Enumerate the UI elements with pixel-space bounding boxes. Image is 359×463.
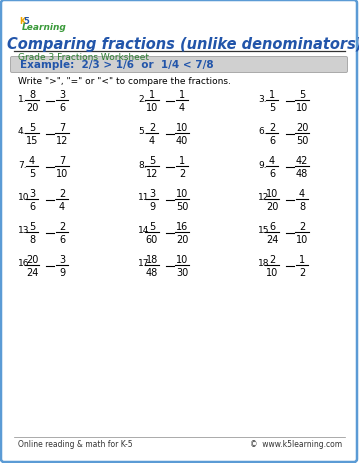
Text: 20: 20 (176, 234, 188, 244)
Text: 17.: 17. (138, 259, 152, 268)
Text: 14.: 14. (138, 226, 152, 235)
Text: 10: 10 (56, 169, 68, 179)
Text: 4.: 4. (18, 127, 27, 136)
Text: 6.: 6. (258, 127, 267, 136)
Text: 15: 15 (26, 136, 38, 146)
Text: 7.: 7. (18, 160, 27, 169)
Text: 10: 10 (296, 234, 308, 244)
Text: Online reading & math for K-5: Online reading & math for K-5 (18, 439, 132, 449)
Text: 10: 10 (296, 103, 308, 113)
Text: 1.: 1. (18, 94, 27, 103)
Text: 5: 5 (149, 221, 155, 232)
Text: 2: 2 (149, 123, 155, 133)
Text: 6: 6 (59, 234, 65, 244)
Text: 1: 1 (149, 90, 155, 100)
Text: 2: 2 (59, 221, 65, 232)
Text: 2: 2 (269, 255, 275, 264)
Text: 2: 2 (299, 268, 305, 277)
Text: 3: 3 (29, 188, 35, 199)
Text: 5: 5 (299, 90, 305, 100)
Text: 42: 42 (296, 156, 308, 166)
Text: 10: 10 (266, 188, 278, 199)
Text: 2: 2 (299, 221, 305, 232)
Text: 12.: 12. (258, 193, 272, 202)
Text: 1: 1 (269, 90, 275, 100)
Text: 4: 4 (179, 103, 185, 113)
Text: K: K (19, 17, 25, 25)
Text: 50: 50 (296, 136, 308, 146)
Text: 8: 8 (29, 234, 35, 244)
Text: 60: 60 (146, 234, 158, 244)
Text: 2: 2 (59, 188, 65, 199)
Text: 48: 48 (146, 268, 158, 277)
Text: 3: 3 (149, 188, 155, 199)
Text: 5: 5 (29, 169, 35, 179)
Text: 9.: 9. (258, 160, 267, 169)
Text: 6: 6 (29, 201, 35, 212)
Text: ©  www.k5learning.com: © www.k5learning.com (250, 439, 342, 449)
Text: 4: 4 (59, 201, 65, 212)
Text: Learning: Learning (22, 24, 67, 32)
Text: 1: 1 (179, 90, 185, 100)
Text: 4: 4 (149, 136, 155, 146)
Text: 18: 18 (146, 255, 158, 264)
Text: 2: 2 (179, 169, 185, 179)
Text: 9: 9 (149, 201, 155, 212)
Text: 1: 1 (299, 255, 305, 264)
Text: 18.: 18. (258, 259, 272, 268)
Text: 10: 10 (176, 188, 188, 199)
Text: 20: 20 (26, 103, 38, 113)
Text: 30: 30 (176, 268, 188, 277)
Text: 20: 20 (26, 255, 38, 264)
Text: 24: 24 (26, 268, 38, 277)
Text: 10: 10 (146, 103, 158, 113)
Text: Comparing fractions (unlike denominators): Comparing fractions (unlike denominators… (7, 37, 359, 51)
Text: Write ">", "=" or "<" to compare the fractions.: Write ">", "=" or "<" to compare the fra… (18, 76, 231, 85)
Text: 5.: 5. (138, 127, 146, 136)
Text: 6: 6 (269, 136, 275, 146)
Text: 7: 7 (59, 123, 65, 133)
Text: 24: 24 (266, 234, 278, 244)
Text: 6: 6 (269, 221, 275, 232)
Text: 20: 20 (266, 201, 278, 212)
Text: 8: 8 (299, 201, 305, 212)
Text: 2.: 2. (138, 94, 146, 103)
Text: 20: 20 (296, 123, 308, 133)
Text: 6: 6 (59, 103, 65, 113)
Text: Grade 3 Fractions Worksheet: Grade 3 Fractions Worksheet (18, 53, 149, 63)
Text: 12: 12 (56, 136, 68, 146)
Text: 16.: 16. (18, 259, 32, 268)
Text: 5: 5 (29, 123, 35, 133)
Text: 8: 8 (29, 90, 35, 100)
Text: 5: 5 (269, 103, 275, 113)
Text: 9: 9 (59, 268, 65, 277)
Text: 4: 4 (299, 188, 305, 199)
Text: 12: 12 (146, 169, 158, 179)
FancyBboxPatch shape (10, 57, 348, 73)
Text: 10: 10 (266, 268, 278, 277)
Text: 3: 3 (59, 90, 65, 100)
Text: 10: 10 (176, 123, 188, 133)
Text: 16: 16 (176, 221, 188, 232)
Text: 48: 48 (296, 169, 308, 179)
Text: 8.: 8. (138, 160, 146, 169)
Text: 10.: 10. (18, 193, 32, 202)
Text: 6: 6 (269, 169, 275, 179)
Text: 15.: 15. (258, 226, 272, 235)
Text: 5: 5 (29, 221, 35, 232)
Text: 11.: 11. (138, 193, 152, 202)
Text: 40: 40 (176, 136, 188, 146)
Text: 7: 7 (59, 156, 65, 166)
Text: 50: 50 (176, 201, 188, 212)
Text: 1: 1 (179, 156, 185, 166)
Text: 5: 5 (23, 17, 29, 25)
Text: 4: 4 (269, 156, 275, 166)
Text: 13.: 13. (18, 226, 32, 235)
Text: 5: 5 (149, 156, 155, 166)
Text: 3: 3 (59, 255, 65, 264)
Text: 4: 4 (29, 156, 35, 166)
Text: 3.: 3. (258, 94, 267, 103)
Text: Example:  2/3 > 1/6  or  1/4 < 7/8: Example: 2/3 > 1/6 or 1/4 < 7/8 (20, 60, 214, 70)
Text: 10: 10 (176, 255, 188, 264)
